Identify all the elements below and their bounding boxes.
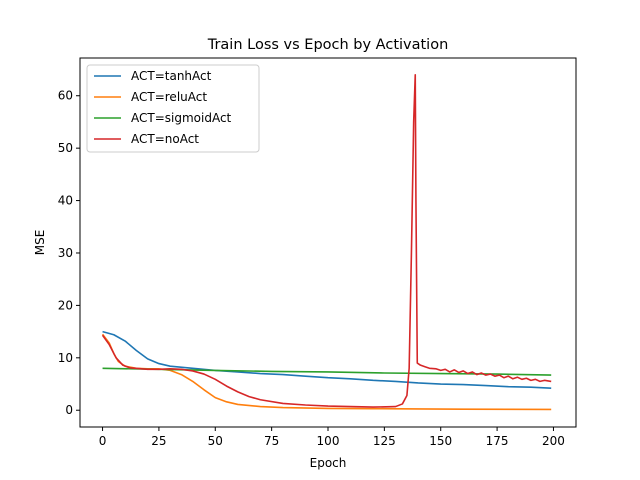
y-tick-label: 10 [58, 351, 73, 365]
legend-label: ACT=noAct [131, 132, 199, 146]
x-tick-label: 100 [317, 434, 340, 448]
legend-entry: ACT=tanhAct [94, 69, 212, 83]
x-tick-label: 150 [429, 434, 452, 448]
x-tick-label: 0 [99, 434, 107, 448]
series-layer [101, 73, 552, 411]
legend-label: ACT=tanhAct [131, 69, 212, 83]
x-axis-label: Epoch [310, 456, 347, 470]
x-tick-label: 125 [373, 434, 396, 448]
y-axis: 0 10 20 30 40 50 60 [58, 89, 80, 417]
legend-entry: ACT=reluAct [94, 90, 207, 104]
series-line [101, 73, 552, 408]
y-axis-label: MSE [33, 230, 47, 256]
legend-entry: ACT=noAct [94, 132, 199, 146]
y-tick-label: 60 [58, 89, 73, 103]
y-tick-label: 20 [58, 298, 73, 312]
x-tick-label: 25 [151, 434, 166, 448]
legend-label: ACT=reluAct [131, 90, 207, 104]
series-line [102, 330, 552, 390]
legend-entry: ACT=sigmoidAct [94, 111, 232, 125]
legend-box [86, 64, 260, 153]
x-tick-label: 200 [542, 434, 565, 448]
chart-title: Train Loss vs Epoch by Activation [207, 37, 449, 53]
legend-label: ACT=sigmoidAct [131, 111, 232, 125]
y-tick-label: 30 [58, 246, 73, 260]
y-tick-label: 50 [58, 141, 73, 155]
x-tick-label: 50 [208, 434, 223, 448]
legend: ACT=tanhAct ACT=reluAct ACT=sigmoidAct A… [86, 64, 260, 153]
x-tick-label: 175 [486, 434, 509, 448]
y-tick-label: 40 [58, 194, 73, 208]
y-tick-label: 0 [65, 403, 73, 417]
x-axis: 0 25 50 75 100 125 150 175 200 [99, 427, 565, 448]
x-tick-label: 75 [264, 434, 279, 448]
